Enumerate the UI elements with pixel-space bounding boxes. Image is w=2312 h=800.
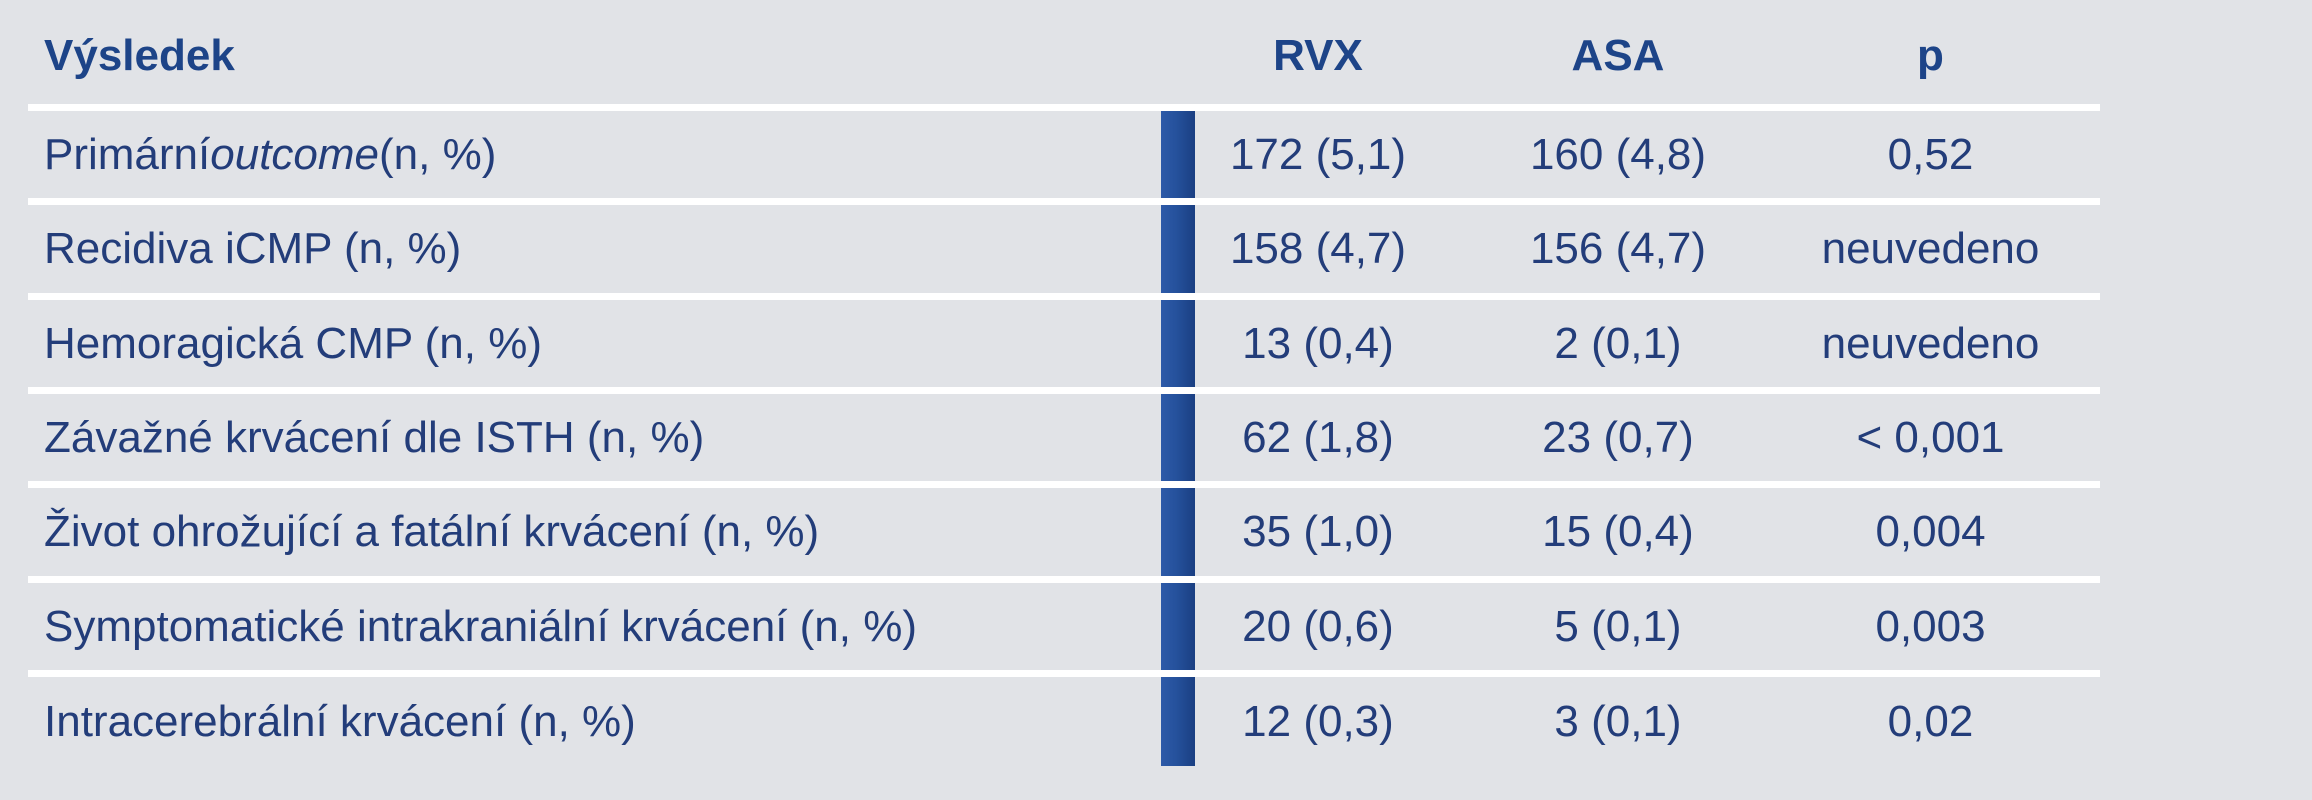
- row-accent-bar: [1161, 394, 1195, 481]
- cell-asa: 5 (0,1): [1554, 601, 1682, 651]
- cell-p: 0,52: [1887, 129, 1974, 179]
- row-accent-bar: [1161, 583, 1195, 670]
- row-label: Primární outcome (n, %): [44, 111, 496, 198]
- row-label: Intracerebrální krvácení (n, %): [44, 696, 636, 746]
- cell-p: < 0,001: [1856, 412, 2005, 462]
- table-row: Závažné krvácení dle ISTH (n, %) 62 (1,8…: [28, 387, 2100, 481]
- row-accent-bar: [1161, 677, 1195, 766]
- header-p: p: [1917, 31, 1944, 80]
- row-label-emphasis: outcome: [210, 129, 380, 179]
- row-label-suffix: (n, %): [379, 129, 497, 179]
- cell-p: neuvedeno: [1821, 224, 2040, 273]
- table-row: Život ohrožující a fatální krvácení (n, …: [28, 481, 2100, 576]
- cell-p: 0,003: [1875, 601, 1986, 651]
- cell-rvx: 62 (1,8): [1242, 412, 1394, 462]
- cell-rvx: 158 (4,7): [1229, 224, 1407, 273]
- table-row: Recidiva iCMP (n, %) 158 (4,7) 156 (4,7)…: [28, 198, 2100, 293]
- row-label: Hemoragická CMP (n, %): [44, 318, 542, 368]
- row-accent-bar: [1161, 205, 1195, 293]
- table-row: Intracerebrální krvácení (n, %) 12 (0,3)…: [28, 670, 2100, 766]
- row-label: Recidiva iCMP (n, %): [44, 224, 462, 273]
- cell-asa: 156 (4,7): [1529, 224, 1707, 273]
- cell-rvx: 20 (0,6): [1242, 601, 1394, 651]
- table-row: Hemoragická CMP (n, %) 13 (0,4) 2 (0,1) …: [28, 293, 2100, 387]
- cell-asa: 2 (0,1): [1554, 318, 1682, 368]
- cell-p: 0,004: [1875, 507, 1986, 556]
- cell-asa: 23 (0,7): [1542, 412, 1694, 462]
- table-row: Primární outcome (n, %) 172 (5,1) 160 (4…: [28, 104, 2100, 198]
- cell-p: neuvedeno: [1821, 318, 2040, 368]
- table-row: Symptomatické intrakraniální krvácení (n…: [28, 576, 2100, 670]
- cell-rvx: 13 (0,4): [1242, 318, 1394, 368]
- row-label: Závažné krvácení dle ISTH (n, %): [44, 412, 705, 462]
- header-asa: ASA: [1571, 31, 1665, 80]
- cell-rvx: 35 (1,0): [1242, 507, 1394, 556]
- row-accent-bar: [1161, 300, 1195, 387]
- cell-rvx: 172 (5,1): [1229, 129, 1407, 179]
- table-header-row: Výsledek RVX ASA p: [28, 0, 2100, 104]
- row-label: Symptomatické intrakraniální krvácení (n…: [44, 601, 917, 651]
- header-result: Výsledek: [44, 31, 235, 80]
- row-accent-bar: [1161, 488, 1195, 576]
- header-rvx: RVX: [1273, 31, 1363, 80]
- row-label-text: Primární: [44, 129, 211, 179]
- row-accent-bar: [1161, 111, 1195, 198]
- row-label: Život ohrožující a fatální krvácení (n, …: [44, 507, 820, 556]
- cell-rvx: 12 (0,3): [1242, 696, 1394, 746]
- cell-asa: 15 (0,4): [1542, 507, 1694, 556]
- cell-asa: 3 (0,1): [1554, 696, 1682, 746]
- cell-asa: 160 (4,8): [1529, 129, 1707, 179]
- cell-p: 0,02: [1887, 696, 1974, 746]
